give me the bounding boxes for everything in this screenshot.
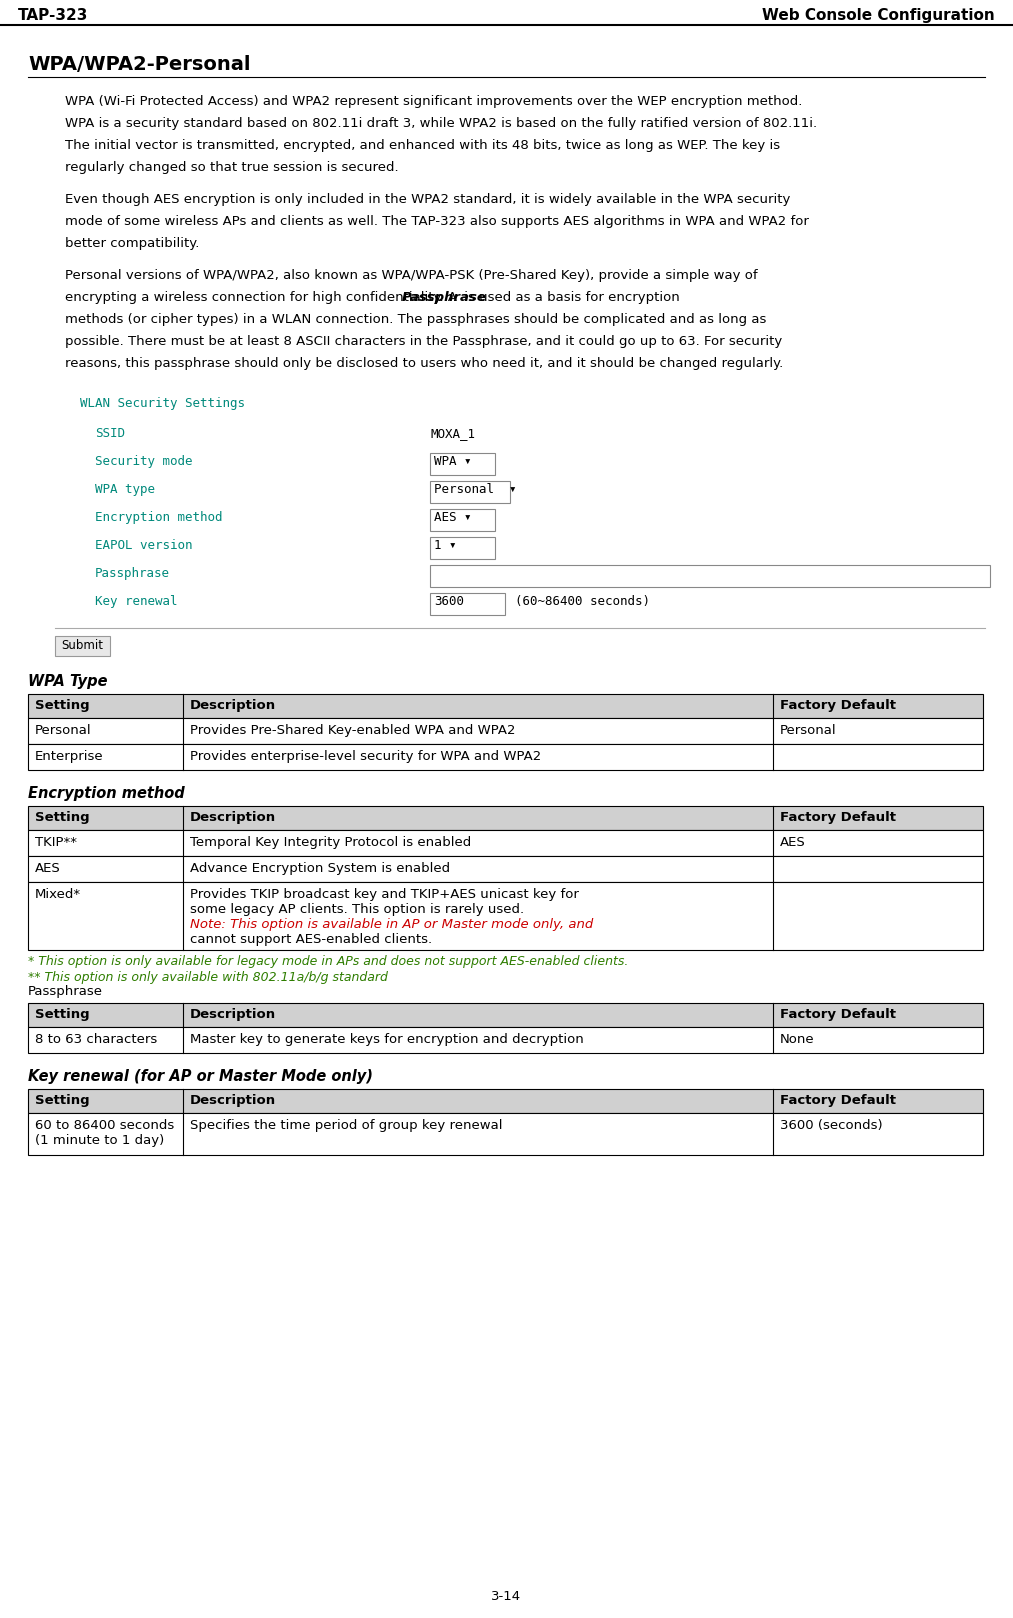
Text: Personal versions of WPA/WPA2, also known as WPA/WPA-PSK (Pre-Shared Key), provi: Personal versions of WPA/WPA2, also know…: [65, 269, 758, 282]
Text: Setting: Setting: [35, 1094, 89, 1107]
Text: regularly changed so that true session is secured.: regularly changed so that true session i…: [65, 162, 399, 175]
Text: Key renewal (for AP or Master Mode only): Key renewal (for AP or Master Mode only): [28, 1069, 373, 1084]
Text: SSID: SSID: [95, 427, 125, 440]
Text: Setting: Setting: [35, 699, 89, 712]
Text: TAP-323: TAP-323: [18, 8, 88, 23]
Text: Factory Default: Factory Default: [780, 1094, 897, 1107]
Text: Encryption method: Encryption method: [95, 511, 223, 524]
Text: Security mode: Security mode: [95, 455, 192, 468]
Bar: [430, 481, 510, 503]
Text: Key renewal: Key renewal: [95, 595, 177, 608]
Text: None: None: [780, 1032, 814, 1045]
Bar: [28, 694, 983, 718]
Text: * This option is only available for legacy mode in APs and does not support AES-: * This option is only available for lega…: [28, 955, 628, 968]
Text: TKIP**: TKIP**: [35, 837, 77, 849]
Text: The initial vector is transmitted, encrypted, and enhanced with its 48 bits, twi: The initial vector is transmitted, encry…: [65, 139, 780, 152]
Bar: [430, 594, 505, 615]
Text: 3600: 3600: [434, 595, 464, 608]
Text: Provides Pre-Shared Key-enabled WPA and WPA2: Provides Pre-Shared Key-enabled WPA and …: [190, 723, 516, 738]
Bar: [28, 1089, 983, 1113]
Text: Passphrase: Passphrase: [402, 291, 486, 304]
Text: EAPOL version: EAPOL version: [95, 539, 192, 552]
Bar: [55, 636, 110, 655]
Text: encrypting a wireless connection for high confidentiality. A: encrypting a wireless connection for hig…: [65, 291, 461, 304]
Text: Even though AES encryption is only included in the WPA2 standard, it is widely a: Even though AES encryption is only inclu…: [65, 193, 790, 205]
Text: Note: This option is available in AP or Master mode only, and: Note: This option is available in AP or …: [190, 917, 594, 930]
Bar: [28, 1027, 983, 1053]
Text: Description: Description: [190, 1008, 277, 1021]
Bar: [28, 744, 983, 770]
Text: Provides enterprise-level security for WPA and WPA2: Provides enterprise-level security for W…: [190, 751, 541, 764]
Text: reasons, this passphrase should only be disclosed to users who need it, and it s: reasons, this passphrase should only be …: [65, 358, 783, 371]
Text: AES: AES: [35, 862, 61, 875]
Bar: [430, 565, 990, 587]
Text: 8 to 63 characters: 8 to 63 characters: [35, 1032, 157, 1045]
Text: Description: Description: [190, 811, 277, 824]
Bar: [430, 453, 495, 476]
Text: WPA Type: WPA Type: [28, 675, 107, 689]
Text: Personal  ▾: Personal ▾: [434, 484, 517, 497]
Bar: [28, 882, 983, 950]
Text: ** This option is only available with 802.11a/b/g standard: ** This option is only available with 80…: [28, 971, 388, 984]
Text: WPA ▾: WPA ▾: [434, 455, 471, 468]
Text: Mixed*: Mixed*: [35, 888, 81, 901]
Text: Web Console Configuration: Web Console Configuration: [762, 8, 995, 23]
Bar: [28, 718, 983, 744]
Bar: [28, 856, 983, 882]
Text: 3600 (seconds): 3600 (seconds): [780, 1120, 882, 1133]
Text: 60 to 86400 seconds: 60 to 86400 seconds: [35, 1120, 174, 1133]
Text: (60~86400 seconds): (60~86400 seconds): [515, 595, 650, 608]
Text: WLAN Security Settings: WLAN Security Settings: [80, 396, 245, 409]
Text: AES ▾: AES ▾: [434, 511, 471, 524]
Text: AES: AES: [780, 837, 805, 849]
Text: methods (or cipher types) in a WLAN connection. The passphrases should be compli: methods (or cipher types) in a WLAN conn…: [65, 312, 767, 325]
Text: MOXA_1: MOXA_1: [430, 427, 475, 440]
Text: Specifies the time period of group key renewal: Specifies the time period of group key r…: [190, 1120, 502, 1133]
Text: Description: Description: [190, 1094, 277, 1107]
Text: Factory Default: Factory Default: [780, 811, 897, 824]
Text: Setting: Setting: [35, 1008, 89, 1021]
Text: mode of some wireless APs and clients as well. The TAP-323 also supports AES alg: mode of some wireless APs and clients as…: [65, 215, 808, 228]
Text: WPA (Wi-Fi Protected Access) and WPA2 represent significant improvements over th: WPA (Wi-Fi Protected Access) and WPA2 re…: [65, 95, 802, 108]
Text: Submit: Submit: [61, 639, 103, 652]
Text: WPA/WPA2-Personal: WPA/WPA2-Personal: [28, 55, 250, 74]
Text: Master key to generate keys for encryption and decryption: Master key to generate keys for encrypti…: [190, 1032, 583, 1045]
Text: Encryption method: Encryption method: [28, 786, 184, 801]
Bar: [28, 806, 983, 830]
Bar: [28, 1113, 983, 1155]
Text: Advance Encryption System is enabled: Advance Encryption System is enabled: [190, 862, 450, 875]
Bar: [28, 830, 983, 856]
Text: Passphrase: Passphrase: [28, 985, 103, 998]
Text: 1 ▾: 1 ▾: [434, 539, 457, 552]
Text: (1 minute to 1 day): (1 minute to 1 day): [35, 1134, 164, 1147]
Text: Description: Description: [190, 699, 277, 712]
Bar: [430, 537, 495, 558]
Text: Enterprise: Enterprise: [35, 751, 103, 764]
Text: WPA type: WPA type: [95, 484, 155, 497]
Text: better compatibility.: better compatibility.: [65, 236, 200, 251]
Text: Passphrase: Passphrase: [95, 566, 170, 579]
Text: cannot support AES-enabled clients.: cannot support AES-enabled clients.: [190, 934, 433, 947]
Text: Provides TKIP broadcast key and TKIP+AES unicast key for: Provides TKIP broadcast key and TKIP+AES…: [190, 888, 578, 901]
Text: Personal: Personal: [780, 723, 837, 738]
Text: Personal: Personal: [35, 723, 91, 738]
Text: possible. There must be at least 8 ASCII characters in the Passphrase, and it co: possible. There must be at least 8 ASCII…: [65, 335, 782, 348]
Bar: [28, 1003, 983, 1027]
Bar: [430, 510, 495, 531]
Text: some legacy AP clients. This option is rarely used.: some legacy AP clients. This option is r…: [190, 903, 524, 916]
Text: Setting: Setting: [35, 811, 89, 824]
Text: WPA is a security standard based on 802.11i draft 3, while WPA2 is based on the : WPA is a security standard based on 802.…: [65, 116, 817, 129]
Text: is used as a basis for encryption: is used as a basis for encryption: [460, 291, 680, 304]
Text: Factory Default: Factory Default: [780, 1008, 897, 1021]
Text: 3-14: 3-14: [491, 1590, 522, 1603]
Text: Factory Default: Factory Default: [780, 699, 897, 712]
Text: Temporal Key Integrity Protocol is enabled: Temporal Key Integrity Protocol is enabl…: [190, 837, 471, 849]
